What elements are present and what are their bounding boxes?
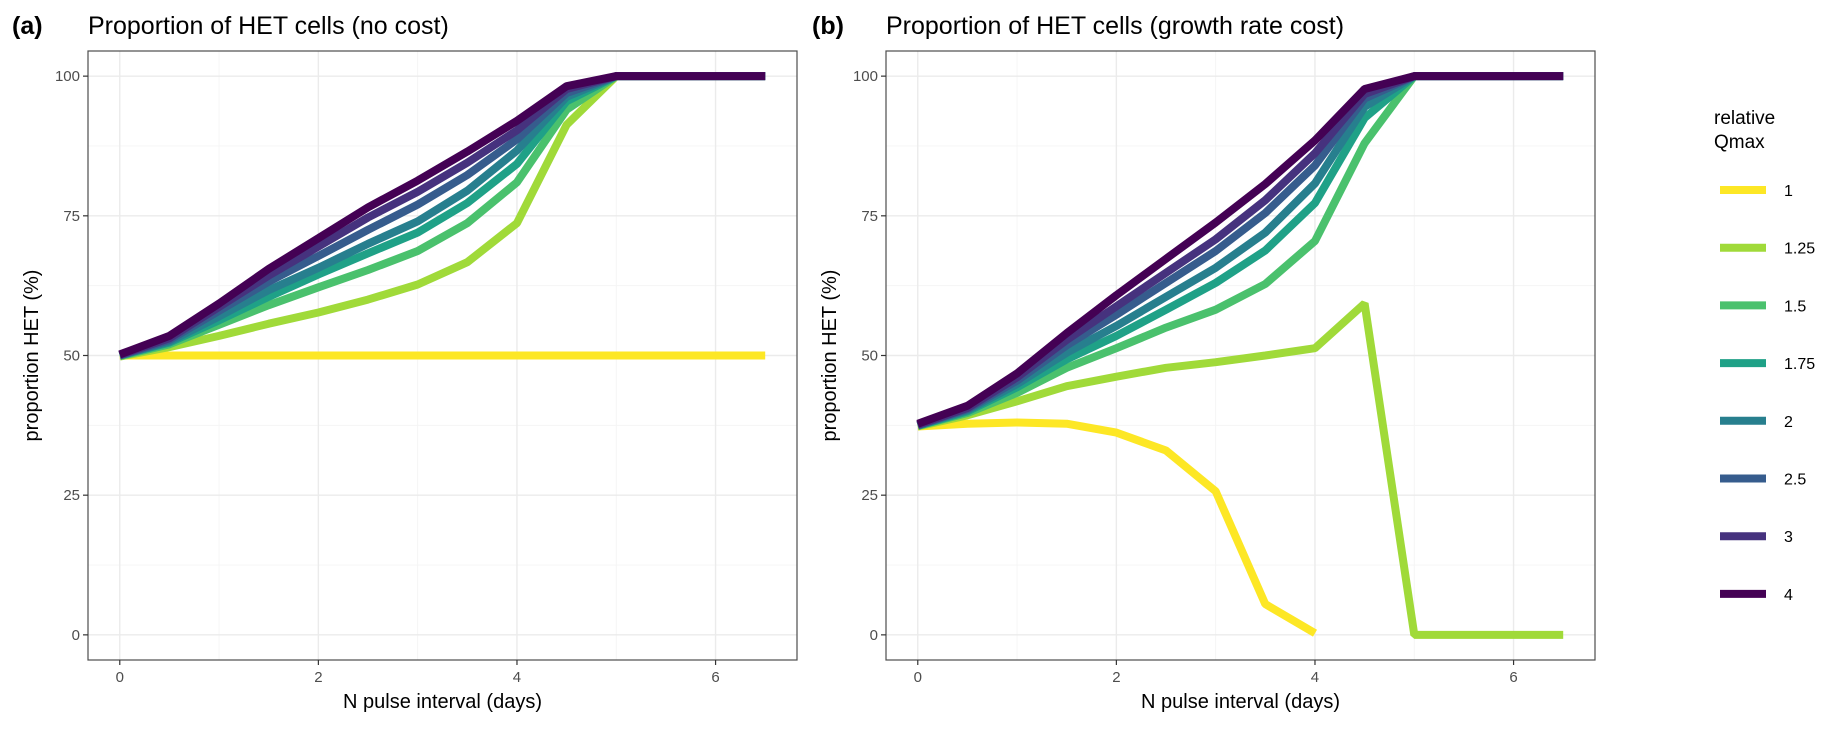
panel-a-ticks: 0 2 4 6 0 25 50 75 100 xyxy=(55,68,720,686)
x-tick-label: 4 xyxy=(1311,669,1319,686)
x-tick-label: 0 xyxy=(116,669,124,686)
series-line-qmax-4 xyxy=(916,72,1564,428)
legend-label: 1.5 xyxy=(1784,298,1806,315)
y-tick-label: 75 xyxy=(861,208,878,225)
y-tick-label: 50 xyxy=(63,348,80,365)
x-tick-label: 0 xyxy=(914,669,922,686)
panel-a-series xyxy=(118,72,766,361)
y-tick-label: 25 xyxy=(861,487,878,504)
x-tick-label: 2 xyxy=(314,669,322,686)
panel-b-ticks: 0 2 4 6 0 25 50 75 100 xyxy=(853,68,1518,686)
series-line-qmax-1_25 xyxy=(916,300,1564,639)
legend-label: 2.5 xyxy=(1784,472,1806,489)
x-tick-label: 6 xyxy=(1509,669,1517,686)
x-tick-label: 2 xyxy=(1112,669,1120,686)
panel-b-y-axis-label: proportion HET (%) xyxy=(819,270,841,442)
panel-a-tag: (a) xyxy=(12,12,43,40)
panel-a-x-axis-label: N pulse interval (days) xyxy=(343,691,542,713)
series-line-qmax-1 xyxy=(917,418,1318,637)
panel-a-y-axis-label: proportion HET (%) xyxy=(21,270,43,442)
panel-b-tag: (b) xyxy=(812,12,844,40)
legend-label: 1.25 xyxy=(1784,241,1815,258)
panel-b-series xyxy=(916,72,1564,639)
legend-label: 2 xyxy=(1784,414,1793,431)
legend: relative Qmax 1 1.25 1.5 1.75 2 2.5 3 4 xyxy=(1714,108,1815,604)
legend-label: 3 xyxy=(1784,529,1793,546)
panel-b-title: Proportion of HET cells (growth rate cos… xyxy=(886,12,1344,40)
panel-a-title: Proportion of HET cells (no cost) xyxy=(88,12,449,40)
panel-b-grid xyxy=(886,51,1595,660)
y-tick-label: 100 xyxy=(853,68,878,85)
legend-label: 1 xyxy=(1784,183,1793,200)
legend-title-line-2: Qmax xyxy=(1714,132,1765,153)
legend-label: 1.75 xyxy=(1784,356,1815,373)
x-tick-label: 6 xyxy=(711,669,719,686)
panel-b: (b) Proportion of HET cells (growth rate… xyxy=(812,12,1596,713)
legend-label: 4 xyxy=(1784,587,1793,604)
y-tick-label: 50 xyxy=(861,348,878,365)
y-tick-label: 25 xyxy=(63,487,80,504)
y-tick-label: 75 xyxy=(63,208,80,225)
panel-a: (a) Proportion of HET cells (no cost) 0 2… xyxy=(12,12,798,713)
y-tick-label: 0 xyxy=(72,627,80,644)
series-line-qmax-4 xyxy=(118,72,766,359)
legend-items: 1 1.25 1.5 1.75 2 2.5 3 4 xyxy=(1720,183,1815,604)
legend-title-line-1: relative xyxy=(1714,108,1775,129)
x-tick-label: 4 xyxy=(513,669,521,686)
panel-b-x-axis-label: N pulse interval (days) xyxy=(1141,691,1340,713)
y-tick-label: 0 xyxy=(870,627,878,644)
y-tick-label: 100 xyxy=(55,68,80,85)
